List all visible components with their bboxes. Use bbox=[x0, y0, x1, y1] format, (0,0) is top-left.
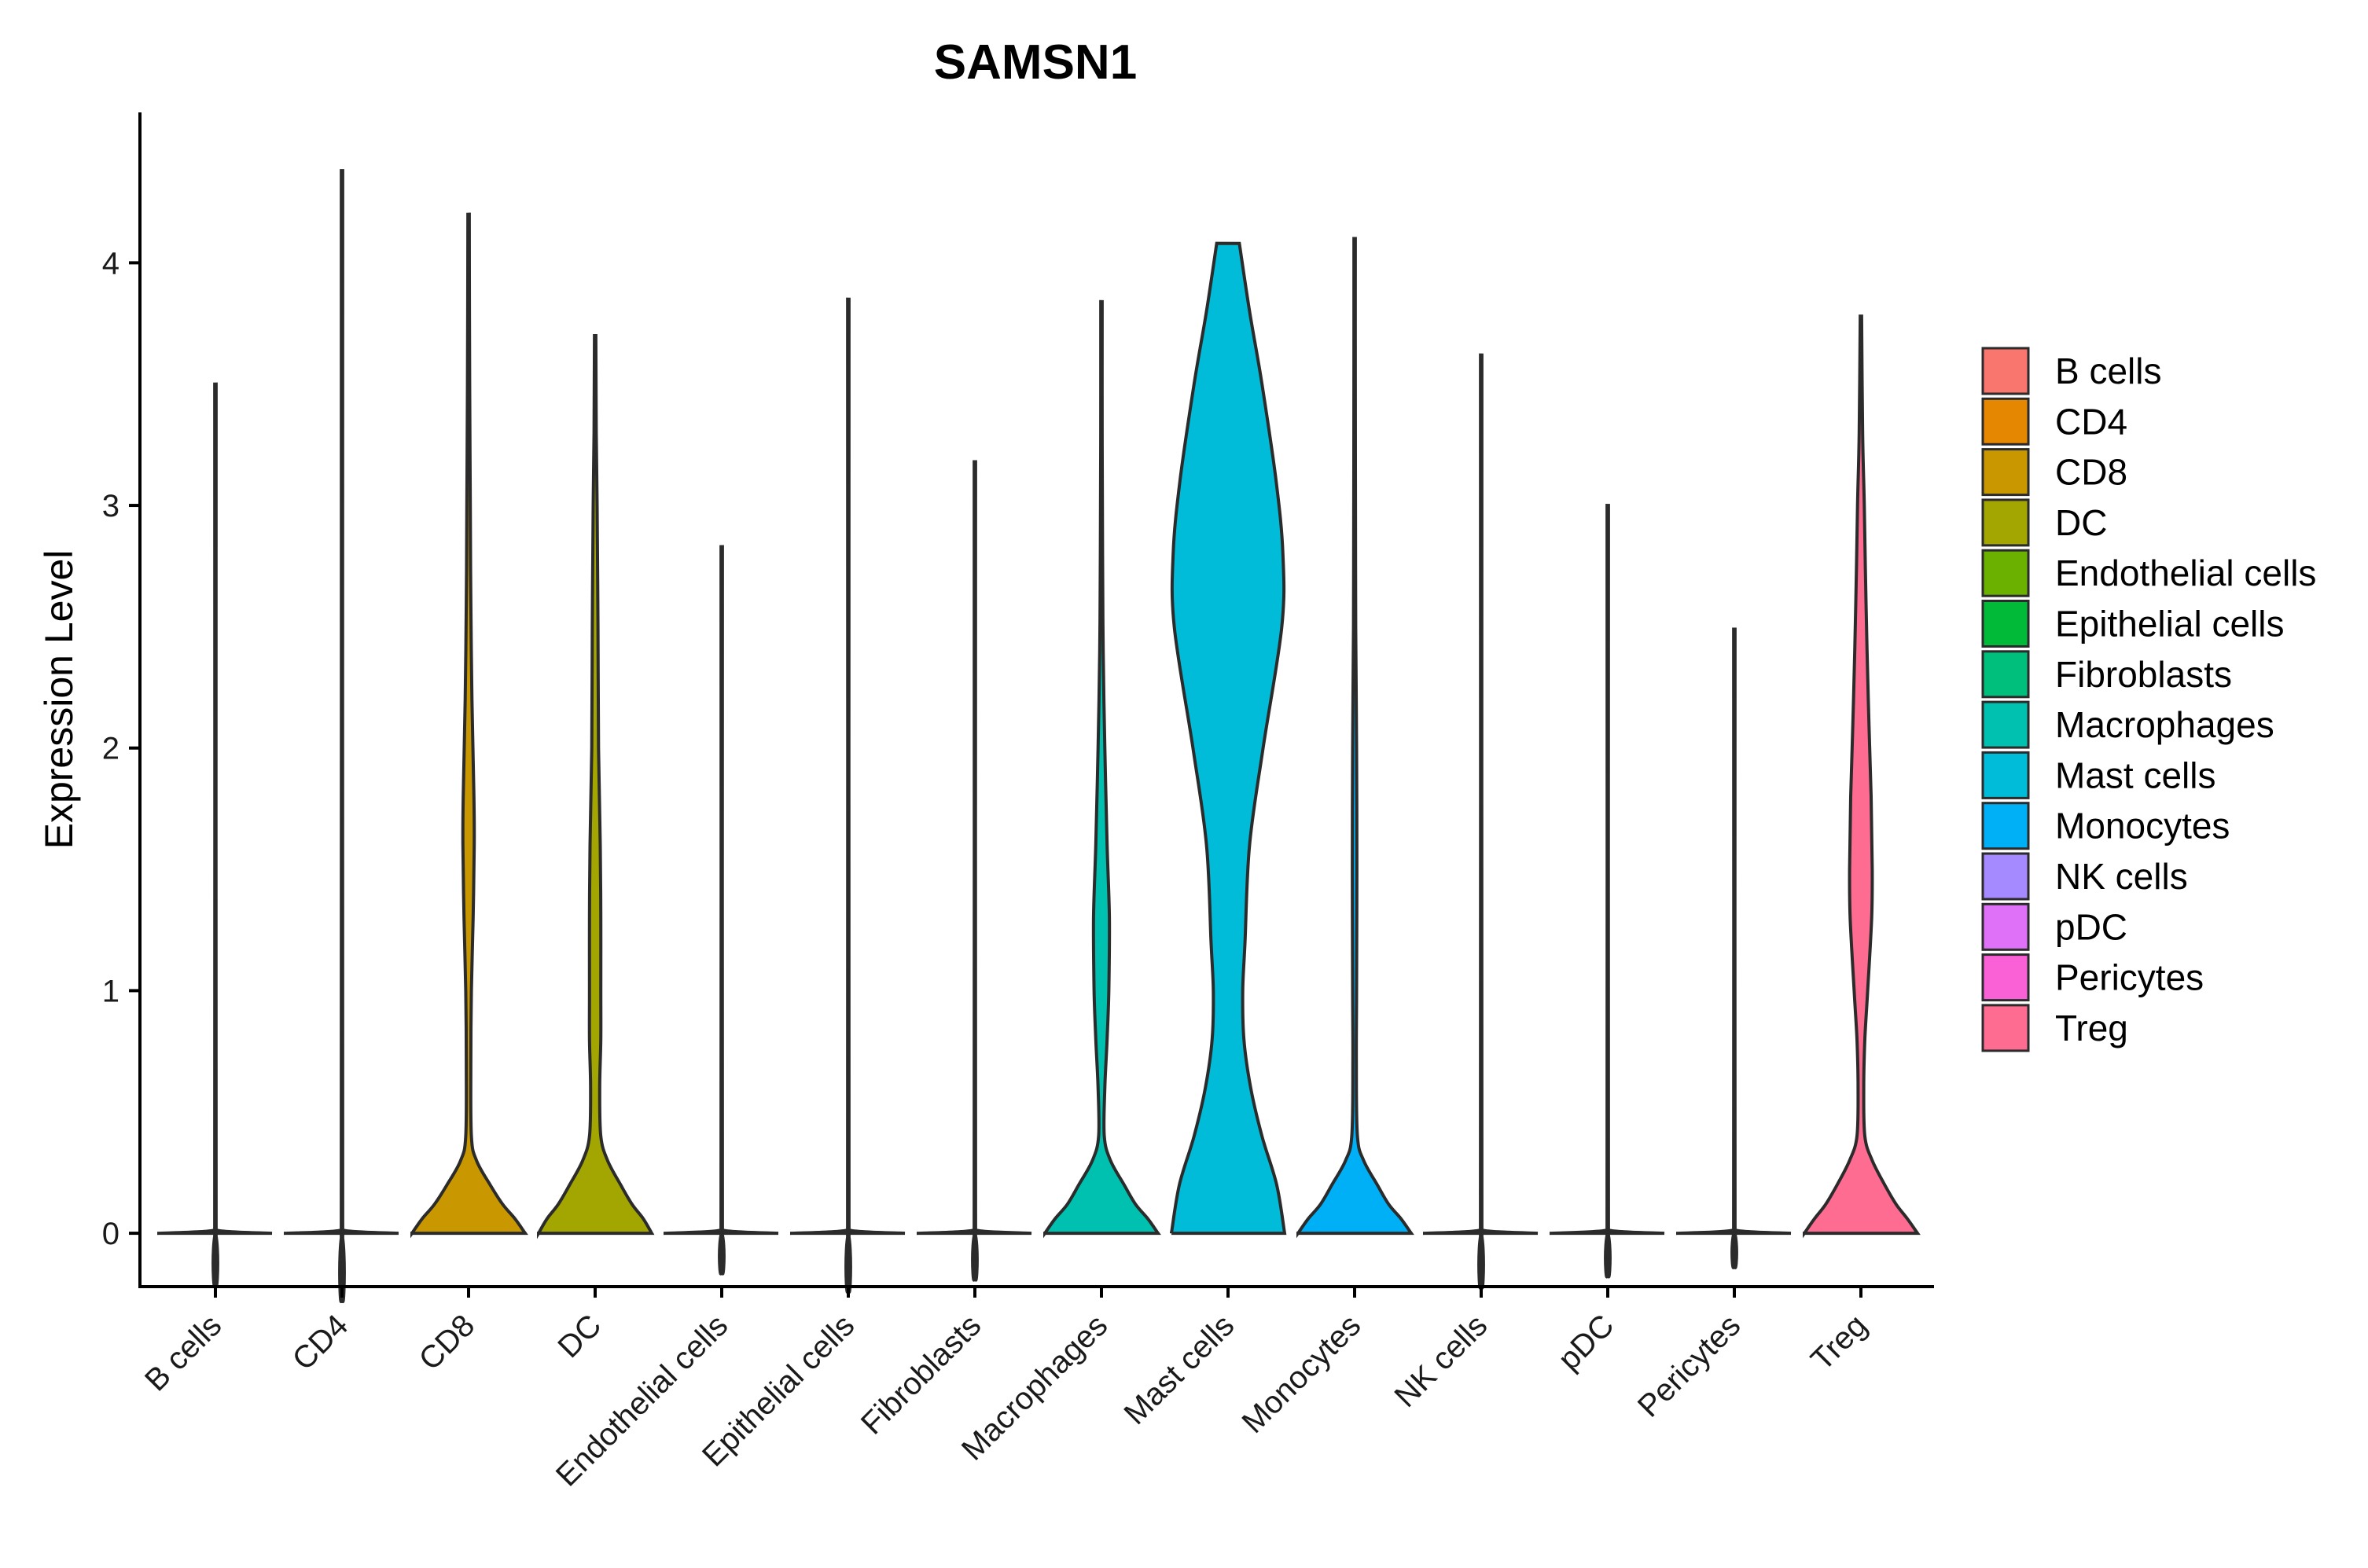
y-axis-title: Expression Level bbox=[37, 550, 81, 850]
violin-monocytes bbox=[1296, 237, 1414, 1239]
legend-label-cd8: CD8 bbox=[2055, 452, 2127, 493]
y-tick-label-2: 2 bbox=[102, 732, 120, 766]
legend-key-mast-cells bbox=[1981, 751, 2030, 799]
violin-pdc bbox=[1550, 504, 1665, 1279]
chart-title: SAMSN1 bbox=[934, 35, 1137, 90]
legend-key-monocytes bbox=[1981, 802, 2030, 850]
x-tick-label-pericytes: Pericytes bbox=[1631, 1308, 1747, 1423]
violins-group bbox=[157, 169, 1921, 1303]
violin-nk-cells bbox=[1423, 353, 1539, 1290]
legend-key-pdc bbox=[1981, 902, 2030, 951]
legend-label-dc: DC bbox=[2055, 502, 2107, 543]
y-tick-label-4: 4 bbox=[102, 246, 120, 281]
legend-key-endothelial-cells bbox=[1981, 549, 2030, 597]
x-tick-label-nk-cells: NK cells bbox=[1388, 1308, 1495, 1414]
legend-label-epithelial-cells: Epithelial cells bbox=[2055, 604, 2284, 644]
y-ticks-group: 0 1 2 3 4 bbox=[102, 246, 140, 1251]
violin-treg bbox=[1803, 314, 1921, 1239]
x-tick-label-treg: Treg bbox=[1804, 1308, 1873, 1377]
legend-label-cd4: CD4 bbox=[2055, 401, 2127, 442]
x-tick-label-cd4: CD4 bbox=[286, 1308, 355, 1377]
legend-label-fibroblasts: Fibroblasts bbox=[2055, 654, 2232, 695]
legend-label-endothelial-cells: Endothelial cells bbox=[2055, 553, 2316, 593]
violin-cd4 bbox=[284, 169, 399, 1303]
legend-key-dc bbox=[1981, 498, 2030, 547]
legend-key-macrophages bbox=[1981, 700, 2030, 749]
violin-mast-cells bbox=[1170, 241, 1287, 1236]
legend-key-pericytes bbox=[1981, 953, 2030, 1002]
legend-label-monocytes: Monocytes bbox=[2055, 806, 2230, 846]
x-tick-label-pdc: pDC bbox=[1552, 1308, 1621, 1377]
violin-cd8 bbox=[410, 212, 528, 1239]
y-tick-label-0: 0 bbox=[102, 1217, 120, 1251]
x-tick-label-b-cells: B cells bbox=[138, 1308, 228, 1397]
violin-endothelial-cells bbox=[664, 545, 779, 1276]
x-tick-label-fibroblasts: Fibroblasts bbox=[855, 1308, 987, 1441]
violin-dc bbox=[537, 333, 655, 1239]
violin-macrophages bbox=[1043, 299, 1161, 1239]
violin-epithelial-cells bbox=[790, 297, 906, 1294]
legend-key-epithelial-cells bbox=[1981, 600, 2030, 648]
y-tick-label-1: 1 bbox=[102, 974, 120, 1008]
x-tick-label-mast-cells: Mast cells bbox=[1118, 1308, 1241, 1431]
legend-key-nk-cells bbox=[1981, 852, 2030, 901]
legend-key-treg bbox=[1981, 1004, 2030, 1052]
legend-key-cd8 bbox=[1981, 448, 2030, 497]
legend-label-macrophages: Macrophages bbox=[2055, 704, 2274, 745]
y-tick-label-3: 3 bbox=[102, 489, 120, 523]
legend: B cells CD4 CD8 DC Endothelial cells Epitheli… bbox=[1981, 347, 2316, 1052]
legend-label-pericytes: Pericytes bbox=[2055, 957, 2204, 998]
x-tick-label-cd8: CD8 bbox=[413, 1308, 482, 1377]
legend-label-treg: Treg bbox=[2055, 1008, 2128, 1048]
x-tick-label-dc: DC bbox=[551, 1308, 608, 1364]
violin-b-cells bbox=[157, 382, 273, 1287]
legend-label-b-cells: B cells bbox=[2055, 351, 2161, 391]
legend-label-mast-cells: Mast cells bbox=[2055, 755, 2215, 795]
x-tick-label-monocytes: Monocytes bbox=[1235, 1308, 1367, 1440]
legend-label-pdc: pDC bbox=[2055, 906, 2127, 947]
legend-key-fibroblasts bbox=[1981, 650, 2030, 699]
legend-label-nk-cells: NK cells bbox=[2055, 856, 2188, 897]
legend-key-cd4 bbox=[1981, 397, 2030, 446]
violin-fibroblasts bbox=[917, 460, 1032, 1282]
legend-key-b-cells bbox=[1981, 347, 2030, 395]
violin-pericytes bbox=[1676, 627, 1792, 1269]
